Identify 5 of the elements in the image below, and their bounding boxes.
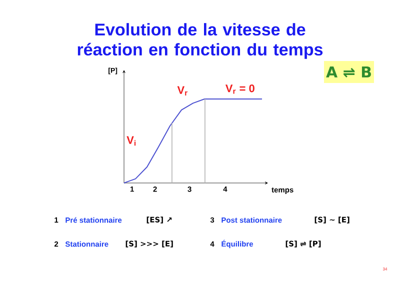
text: V$_{r}$ = 0 xyxy=(225,84,254,94)
annotation: V$_{i}$ xyxy=(126,136,136,146)
text: V$_{r}$ xyxy=(177,86,188,96)
chart-title: Evolution de la vitesse de réaction en fonction du temps xyxy=(78,23,323,59)
text: A ⇌ B xyxy=(326,66,371,78)
